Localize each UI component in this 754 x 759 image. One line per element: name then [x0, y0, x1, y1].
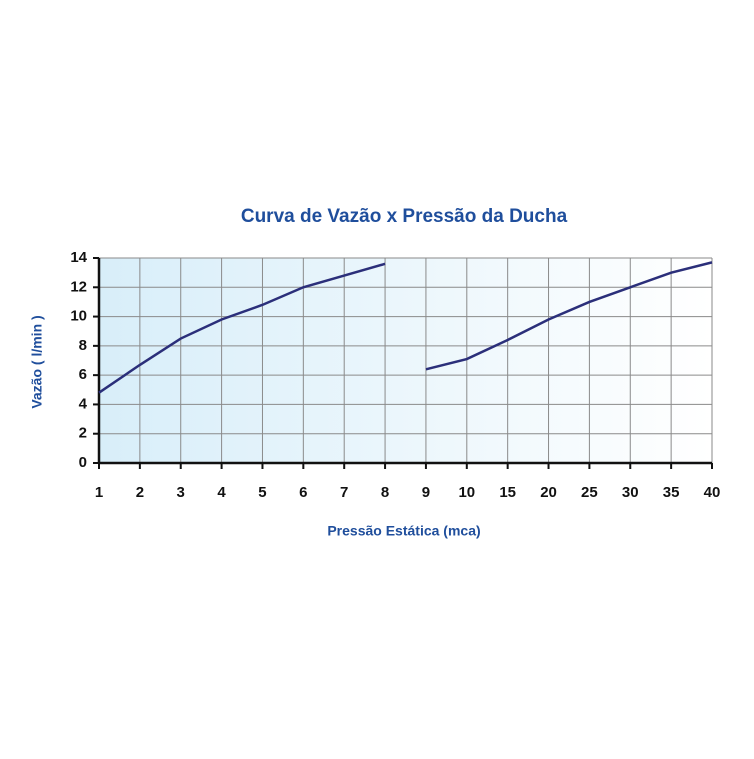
x-tick-label: 15 — [499, 484, 516, 501]
y-axis-label: Vazão ( l/min ) — [29, 315, 45, 408]
x-tick-label: 40 — [704, 484, 721, 501]
y-tick-label: 12 — [70, 278, 87, 295]
y-tick-label: 10 — [70, 308, 87, 325]
x-tick-label: 3 — [177, 484, 185, 501]
x-tick-label: 5 — [258, 484, 266, 501]
x-tick-label: 35 — [663, 484, 680, 501]
y-tick-label: 8 — [79, 337, 87, 354]
x-tick-label: 30 — [622, 484, 639, 501]
x-tick-label: 6 — [299, 484, 307, 501]
x-tick-label: 1 — [95, 484, 103, 501]
y-tick-label: 14 — [70, 249, 87, 266]
y-tick-label: 2 — [79, 425, 87, 442]
line — [425, 261, 713, 371]
x-tick-label: 10 — [458, 484, 475, 501]
x-tick-label: 8 — [381, 484, 389, 501]
y-tick-label: 6 — [79, 366, 87, 383]
y-tick-label: 4 — [79, 395, 88, 412]
x-tick-label: 7 — [340, 484, 348, 501]
x-tick-label: 4 — [217, 484, 226, 501]
x-tick-label: 9 — [422, 484, 430, 501]
y-tick-label: 0 — [79, 454, 87, 471]
x-tick-label: 20 — [540, 484, 557, 501]
x-tick-label: 2 — [136, 484, 144, 501]
chart-title: Curva de Vazão x Pressão da Ducha — [241, 206, 568, 227]
x-tick-label: 25 — [581, 484, 598, 501]
line — [98, 262, 386, 394]
plot-background — [99, 258, 712, 463]
x-axis-label: Pressão Estática (mca) — [327, 523, 480, 539]
